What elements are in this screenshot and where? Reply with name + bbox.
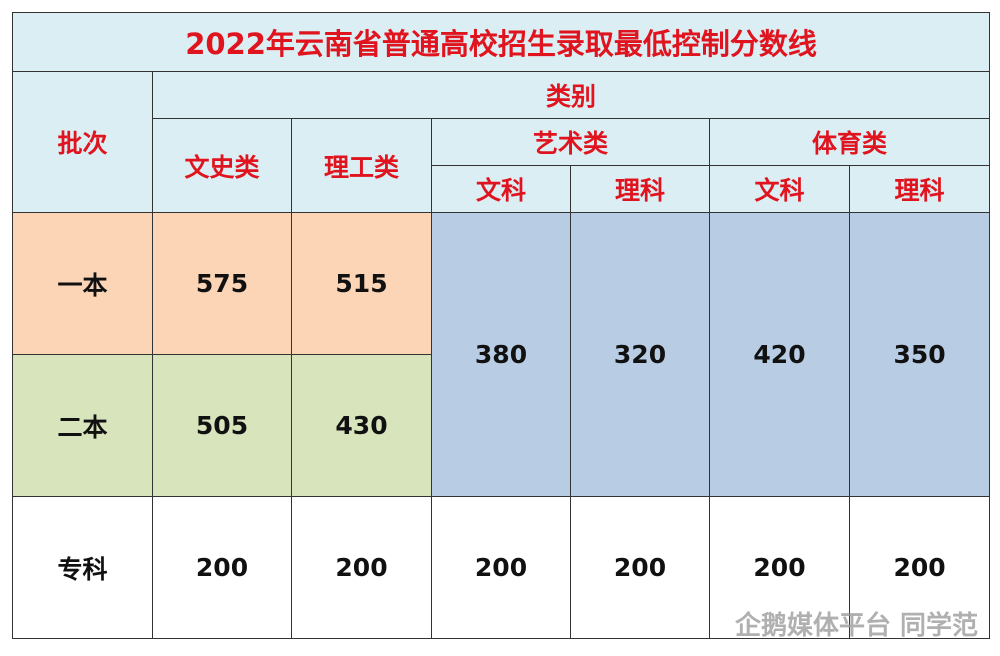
score-cell: 200	[848, 496, 991, 639]
score-cell: 505	[152, 354, 292, 497]
group-header: 艺术类	[431, 118, 710, 166]
merged-score-cell: 420	[709, 212, 850, 497]
category-header: 类别	[151, 71, 991, 119]
watermark: 企鹅媒体平台 同学范	[734, 611, 978, 641]
table-title: 2022年云南省普通高校招生录取最低控制分数线	[11, 12, 991, 72]
score-cell: 200	[431, 496, 571, 639]
batch-cell: 一本	[12, 212, 153, 355]
merged-score-cell: 350	[848, 212, 991, 497]
score-table: 2022年云南省普通高校招生录取最低控制分数线 批次 类别 文史类 理工类 艺术…	[11, 12, 991, 639]
score-cell: 430	[291, 354, 432, 497]
score-cell: 200	[570, 496, 710, 639]
group-header: 体育类	[708, 118, 991, 166]
ligong-header: 理工类	[291, 118, 432, 213]
wenshi-header: 文史类	[152, 118, 292, 213]
sub-header: 理科	[570, 165, 710, 213]
batch-cell: 专科	[12, 496, 153, 639]
sub-header: 文科	[431, 165, 571, 213]
sub-header: 理科	[848, 165, 991, 213]
score-cell: 200	[152, 496, 292, 639]
score-cell: 200	[709, 496, 850, 639]
score-cell: 575	[152, 212, 292, 355]
sub-header: 文科	[709, 165, 850, 213]
score-cell: 200	[291, 496, 432, 639]
batch-header: 批次	[12, 71, 153, 213]
batch-cell: 二本	[12, 354, 153, 497]
merged-score-cell: 380	[431, 212, 571, 497]
score-cell: 515	[291, 212, 432, 355]
merged-score-cell: 320	[570, 212, 710, 497]
